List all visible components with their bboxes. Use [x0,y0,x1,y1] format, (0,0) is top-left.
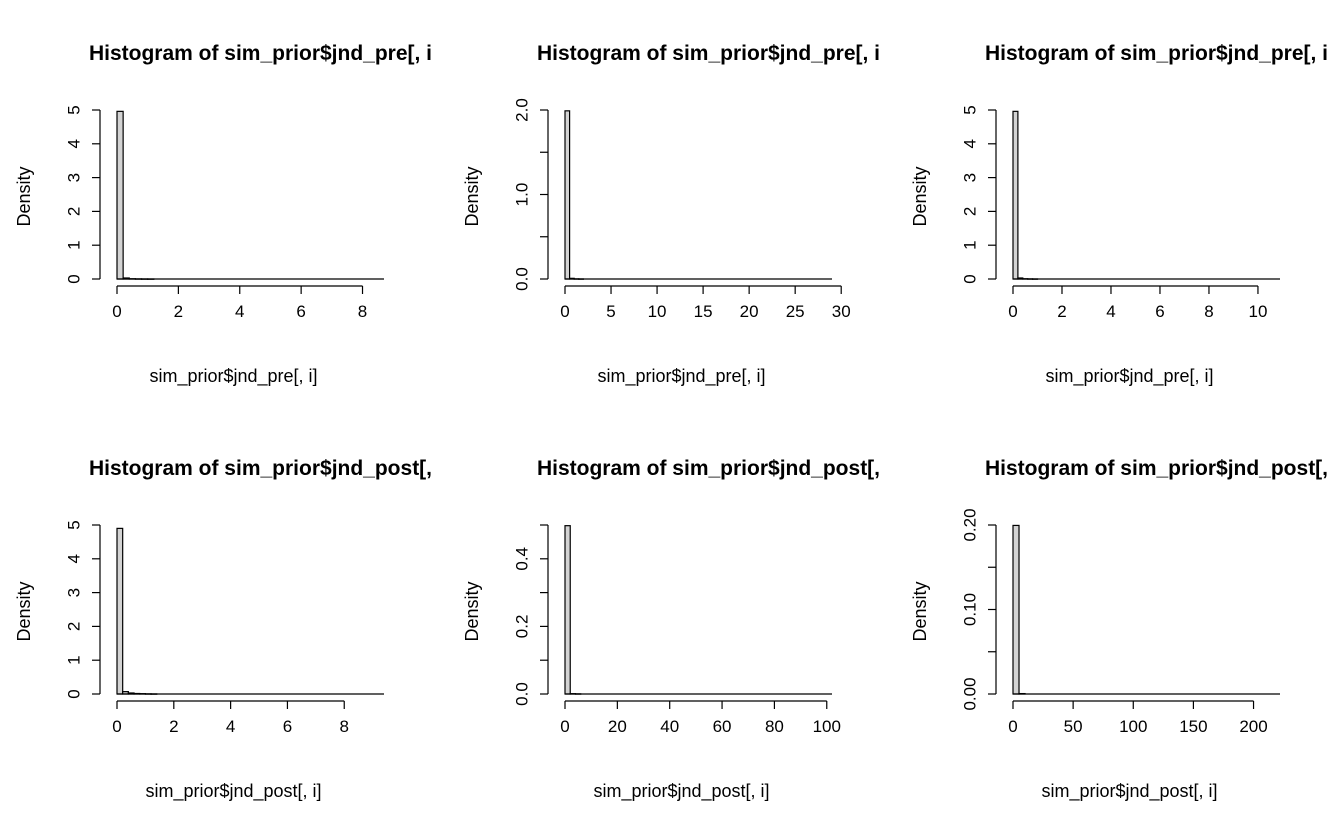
y-tick-label: 5 [65,105,84,114]
x-axis-label: sim_prior$jnd_pre[, i] [1045,366,1213,387]
y-axis-label: Density [462,166,482,226]
x-tick-label: 6 [296,302,305,321]
y-tick-label: 4 [961,139,980,148]
chart-title: Histogram of sim_prior$jnd_post[, [89,457,432,480]
y-tick-label: 1 [65,655,84,664]
y-tick-label: 0 [65,689,84,698]
y-tick-label: 1.0 [513,183,532,207]
histogram-bar [1012,110,1019,280]
histogram-bar [116,527,124,695]
histogram-panel-2: Histogram of sim_prior$jnd_pre[, i 0 5 10 15… [462,42,880,387]
y-tick-label: 0 [961,274,980,283]
x-tick-label: 0 [112,717,121,736]
histogram-bar [1012,524,1020,695]
x-tick-label: 10 [1248,302,1267,321]
histogram-bar [564,110,571,280]
histogram-panel-4: Histogram of sim_prior$jnd_post[, 0 2 4 6 8 0 1… [14,457,432,802]
y-tick-label: 5 [65,520,84,529]
x-tick-label: 25 [786,302,805,321]
x-tick-label: 0 [112,302,121,321]
x-tick-label: 6 [283,717,292,736]
x-axis-label: sim_prior$jnd_post[, i] [145,781,321,802]
x-tick-label: 30 [832,302,851,321]
y-tick-label: 3 [65,588,84,597]
x-tick-label: 20 [608,717,627,736]
y-axis-label: Density [14,166,34,226]
x-tick-label: 80 [765,717,784,736]
y-tick-label: 2 [65,622,84,631]
x-tick-label: 60 [713,717,732,736]
x-tick-label: 8 [358,302,367,321]
x-tick-label: 10 [648,302,667,321]
chart-title: Histogram of sim_prior$jnd_post[, [985,457,1328,480]
y-tick-label: 0 [65,274,84,283]
x-axis-label: sim_prior$jnd_pre[, i] [149,366,317,387]
y-tick-label: 3 [961,173,980,182]
x-tick-label: 0 [560,717,569,736]
x-axis-label: sim_prior$jnd_pre[, i] [597,366,765,387]
x-axis-label: sim_prior$jnd_post[, i] [1041,781,1217,802]
y-tick-label: 1 [961,240,980,249]
y-axis-label: Density [462,581,482,641]
x-tick-label: 8 [1204,302,1213,321]
y-tick-label: 0.2 [513,615,532,639]
x-tick-label: 2 [169,717,178,736]
y-tick-label: 4 [65,554,84,563]
x-tick-label: 0 [1008,302,1017,321]
y-tick-label: 2 [65,207,84,216]
x-tick-label: 100 [813,717,841,736]
x-axis-label: sim_prior$jnd_post[, i] [593,781,769,802]
y-tick-label: 3 [65,173,84,182]
y-tick-label: 5 [961,105,980,114]
x-tick-label: 2 [174,302,183,321]
histogram-panel-3: Histogram of sim_prior$jnd_pre[, i 0 2 4 6 8 1… [910,42,1328,387]
x-tick-label: 2 [1057,302,1066,321]
x-tick-label: 40 [660,717,679,736]
y-tick-label: 2 [961,207,980,216]
histogram-bar [564,525,571,695]
x-tick-label: 6 [1155,302,1164,321]
y-tick-label: 0.4 [513,547,532,571]
chart-title: Histogram of sim_prior$jnd_post[, [537,457,880,480]
x-tick-label: 4 [1106,302,1115,321]
y-tick-label: 2.0 [513,98,532,122]
y-tick-label: 1 [65,240,84,249]
y-axis-label: Density [910,581,930,641]
histogram-panel-5: Histogram of sim_prior$jnd_post[, 0 20 40 60… [462,457,880,802]
y-tick-label: 0.0 [513,267,532,291]
x-tick-label: 20 [740,302,759,321]
histogram-bar [116,110,124,280]
x-tick-label: 8 [339,717,348,736]
x-tick-label: 50 [1064,717,1083,736]
x-tick-label: 0 [560,302,569,321]
y-tick-label: 0.20 [961,508,980,541]
x-tick-label: 15 [694,302,713,321]
y-axis-label: Density [910,166,930,226]
x-tick-label: 4 [235,302,244,321]
x-tick-label: 200 [1239,717,1267,736]
y-axis-label: Density [14,581,34,641]
y-tick-label: 0.00 [961,677,980,710]
chart-title: Histogram of sim_prior$jnd_pre[, i [89,42,432,65]
y-tick-label: 4 [65,139,84,148]
histogram-panel-1: Histogram of sim_prior$jnd_pre[, i 0 2 4 6 8 0… [14,42,432,387]
x-tick-label: 0 [1008,717,1017,736]
x-tick-label: 5 [606,302,615,321]
x-tick-label: 4 [226,717,235,736]
x-tick-label: 150 [1179,717,1207,736]
chart-title: Histogram of sim_prior$jnd_pre[, i [537,42,880,65]
x-tick-label: 100 [1119,717,1147,736]
chart-title: Histogram of sim_prior$jnd_pre[, i [985,42,1328,65]
y-tick-label: 0.10 [961,593,980,626]
y-tick-label: 0.0 [513,682,532,706]
histogram-panel-6: Histogram of sim_prior$jnd_post[, 0 50 100 1… [910,457,1328,802]
